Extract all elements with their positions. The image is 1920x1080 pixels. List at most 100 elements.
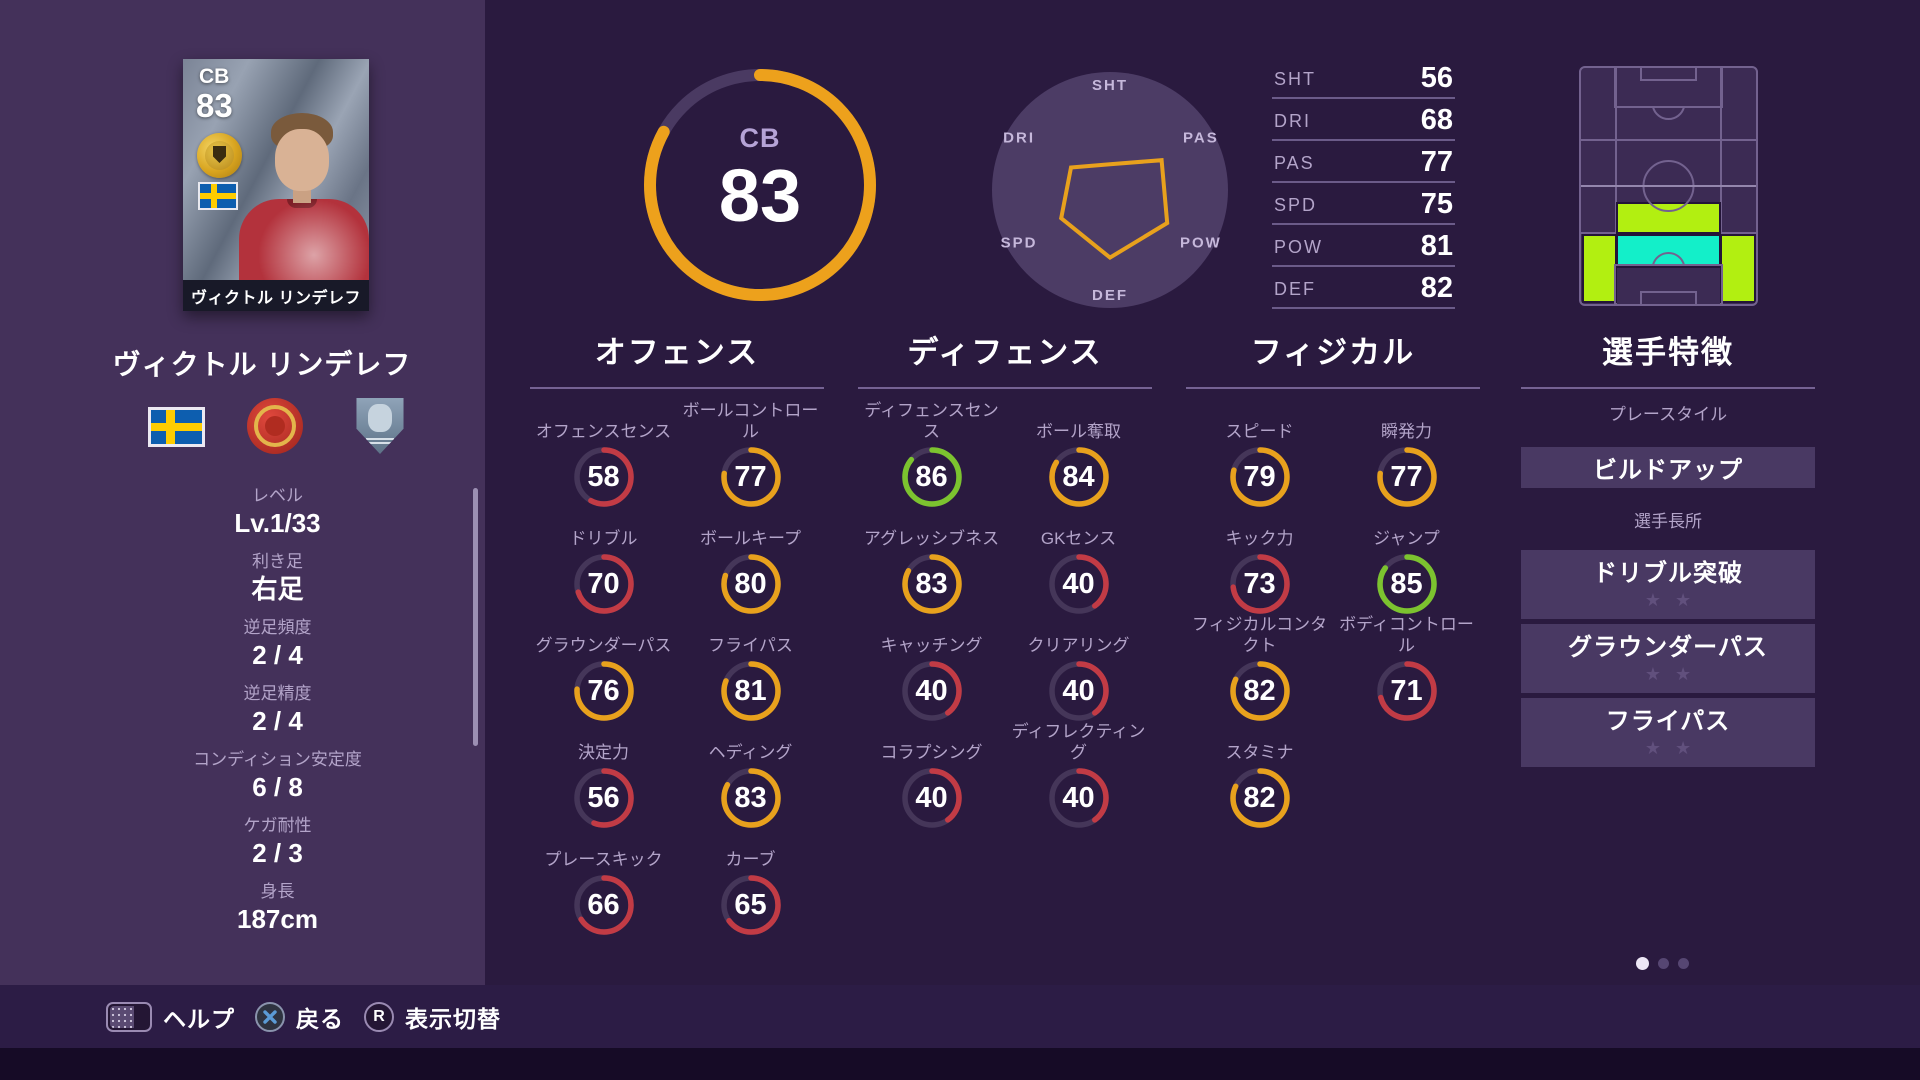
stat-label: フィジカルコンタクト bbox=[1191, 615, 1328, 655]
skill-card[interactable]: フライパス ★★ bbox=[1521, 698, 1815, 767]
stat-label: オフェンスセンス bbox=[535, 422, 672, 441]
stat-cell: クリアリング 40 bbox=[1005, 615, 1152, 722]
stat-ring: 40 bbox=[901, 767, 963, 829]
summary-stat-value: 77 bbox=[1420, 146, 1453, 178]
player-summary-panel: CB 83 ヴィクトル リンデレフ ヴィクトル リンデレフ レベル Lv.1/33… bbox=[0, 0, 485, 985]
stat-label: 決定力 bbox=[578, 743, 629, 762]
page-indicator bbox=[1636, 957, 1689, 970]
club-crest-icon bbox=[247, 398, 303, 454]
stat-cell: キャッチング 40 bbox=[858, 615, 1005, 722]
radar-axis-label: POW bbox=[1180, 235, 1222, 252]
stat-cell: ジャンプ 85 bbox=[1333, 508, 1480, 615]
stat-label: ボール奪取 bbox=[1036, 422, 1121, 441]
stat-label: ボールコントロール bbox=[682, 401, 819, 441]
stat-cell: グラウンダーパス 76 bbox=[530, 615, 677, 722]
player-name: ヴィクトル リンデレフ bbox=[112, 349, 412, 380]
help-button[interactable]: ヘルプ bbox=[106, 1000, 235, 1034]
stat-ring: 65 bbox=[720, 874, 782, 936]
back-button[interactable]: 戻る bbox=[255, 1000, 344, 1034]
stat-ring: 56 bbox=[573, 767, 635, 829]
info-label: ケガ耐性 bbox=[243, 816, 312, 835]
player-info-row: レベル Lv.1/33 bbox=[70, 486, 485, 540]
skill-name: ドリブル突破 bbox=[1593, 559, 1743, 587]
player-card: CB 83 ヴィクトル リンデレフ bbox=[183, 59, 369, 311]
stat-cell: 瞬発力 77 bbox=[1333, 401, 1480, 508]
info-label: コンディション安定度 bbox=[193, 750, 362, 769]
stat-label: フライパス bbox=[708, 636, 793, 655]
page-dot-2[interactable] bbox=[1658, 958, 1669, 969]
stat-value: 40 bbox=[915, 782, 948, 814]
stat-label: コラプシング bbox=[880, 743, 983, 762]
skill-card[interactable]: ドリブル突破 ★★ bbox=[1521, 550, 1815, 619]
stat-cell: ボールコントロール 77 bbox=[677, 401, 824, 508]
stat-value: 85 bbox=[1390, 568, 1423, 600]
stat-value: 66 bbox=[587, 889, 620, 921]
skill-card[interactable]: グラウンダーパス ★★ bbox=[1521, 624, 1815, 693]
traits-underline bbox=[1521, 387, 1815, 389]
stat-cell: 決定力 56 bbox=[530, 722, 677, 829]
stat-label: ヘディング bbox=[708, 743, 793, 762]
stat-label: プレースキック bbox=[544, 850, 663, 869]
playable-zone-rb bbox=[1720, 234, 1756, 303]
summary-stat-row: PAS 77 bbox=[1272, 141, 1455, 183]
player-card-photo: CB 83 bbox=[183, 59, 369, 280]
player-info-list: レベル Lv.1/33 利き足 右足 逆足頻度 2 / 4 逆足精度 2 / 4 コンディション… bbox=[70, 486, 485, 948]
stat-ring: 86 bbox=[901, 446, 963, 508]
stat-cell: キック力 73 bbox=[1186, 508, 1333, 615]
page-dot-1[interactable] bbox=[1636, 957, 1649, 970]
bottom-edge-strip bbox=[0, 1048, 1920, 1080]
stat-label: ディフェンスセンス bbox=[864, 401, 999, 441]
stat-ring: 79 bbox=[1229, 446, 1291, 508]
display-toggle-button[interactable]: R 表示切替 bbox=[364, 1000, 501, 1034]
stat-ring: 40 bbox=[1048, 767, 1110, 829]
gauge-ring bbox=[644, 69, 876, 301]
stat-label: カーブ bbox=[725, 850, 776, 869]
playable-zone-lb bbox=[1582, 234, 1617, 303]
stat-ring: 76 bbox=[573, 660, 635, 722]
summary-stat-value: 68 bbox=[1420, 104, 1453, 136]
info-value: 右足 bbox=[251, 574, 304, 604]
overall-rating: 83 bbox=[718, 154, 802, 237]
stat-cell: フライパス 81 bbox=[677, 615, 824, 722]
summary-stat-label: PAS bbox=[1274, 153, 1315, 173]
info-value: 187cm bbox=[237, 904, 318, 934]
summary-stat-row: DEF 82 bbox=[1272, 267, 1455, 309]
stat-label: ドリブル bbox=[569, 529, 638, 548]
playstyle-card[interactable]: ビルドアップ bbox=[1521, 447, 1815, 488]
stat-cell: ドリブル 70 bbox=[530, 508, 677, 615]
strengths-label: 選手長所 bbox=[1634, 512, 1702, 531]
stat-ring: 40 bbox=[1048, 553, 1110, 615]
stat-cell: オフェンスセンス 58 bbox=[530, 401, 677, 508]
stat-ring: 71 bbox=[1376, 660, 1438, 722]
stat-ring: 83 bbox=[901, 553, 963, 615]
stat-column-cells: スピード 79 瞬発力 77 キック力 73 ジャンプ 85 フィジカルコンタクト 82 ボディコン… bbox=[1186, 401, 1480, 829]
info-value: Lv.1/33 bbox=[234, 508, 321, 538]
info-label: 身長 bbox=[260, 882, 295, 901]
stat-label: スピード bbox=[1225, 422, 1294, 441]
stat-column-title: フィジカル bbox=[1250, 335, 1416, 370]
stat-value: 40 bbox=[1062, 782, 1095, 814]
stat-value: 40 bbox=[1062, 675, 1095, 707]
stat-ring: 84 bbox=[1048, 446, 1110, 508]
panel-scrollbar[interactable] bbox=[473, 488, 478, 746]
stat-cell: スタミナ 82 bbox=[1186, 722, 1333, 829]
radar-axis-label: PAS bbox=[1183, 130, 1219, 147]
page-dot-3[interactable] bbox=[1678, 958, 1689, 969]
stat-column-underline bbox=[530, 387, 824, 389]
skill-stars: ★★ bbox=[1644, 663, 1706, 684]
summary-stat-label: DRI bbox=[1274, 111, 1311, 131]
traits-title: 選手特徴 bbox=[1602, 335, 1734, 370]
info-value: 2 / 4 bbox=[252, 706, 303, 736]
summary-stat-row: POW 81 bbox=[1272, 225, 1455, 267]
stat-label: キック力 bbox=[1225, 529, 1294, 548]
stat-value: 40 bbox=[1062, 568, 1095, 600]
summary-stat-label: DEF bbox=[1274, 279, 1316, 299]
stat-column-underline bbox=[1186, 387, 1480, 389]
stat-ring: 58 bbox=[573, 446, 635, 508]
summary-stat-row: DRI 68 bbox=[1272, 99, 1455, 141]
stat-value: 81 bbox=[734, 675, 767, 707]
stat-label: ディフレクティング bbox=[1011, 722, 1146, 762]
player-info-row: 逆足精度 2 / 4 bbox=[70, 684, 485, 738]
info-value: 6 / 8 bbox=[252, 772, 303, 802]
